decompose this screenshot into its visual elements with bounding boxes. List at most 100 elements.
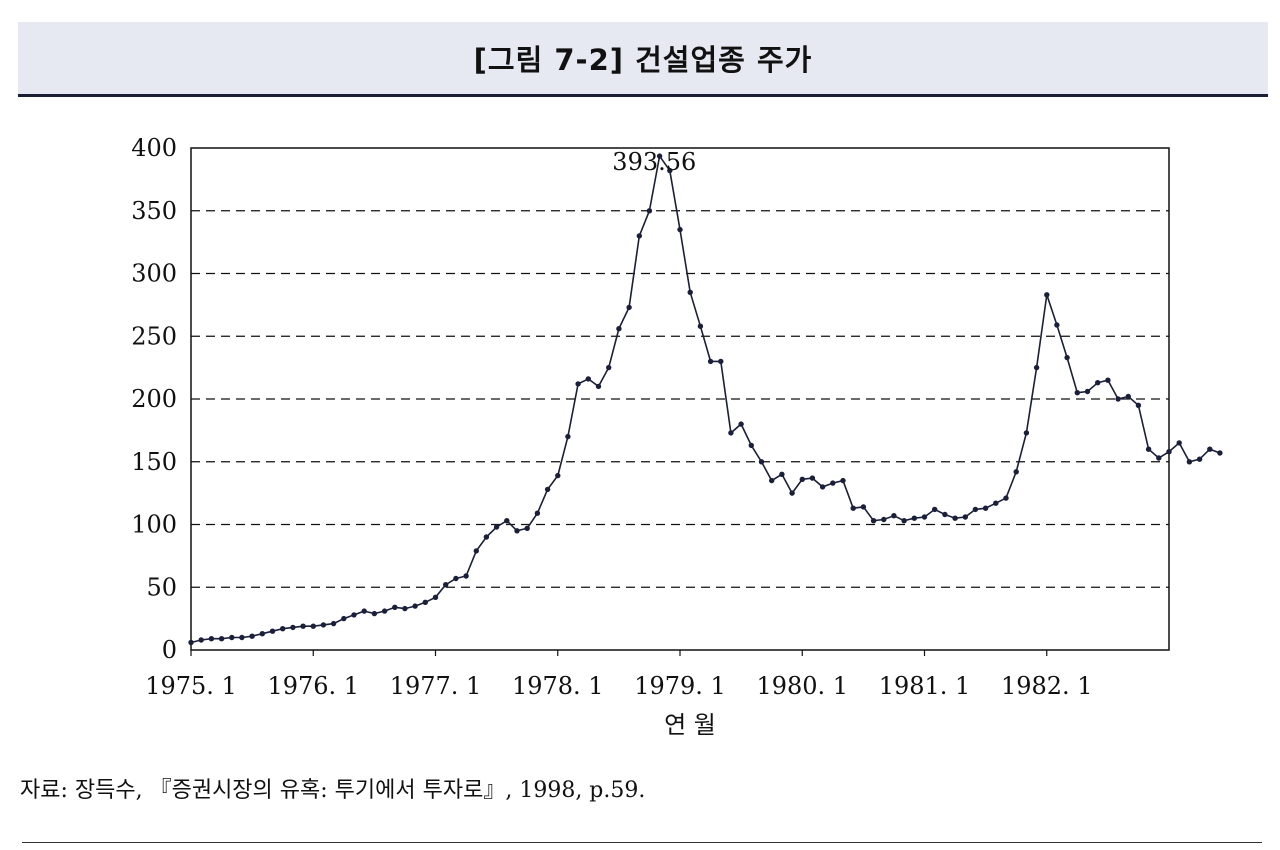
data-point xyxy=(473,548,479,554)
data-point xyxy=(1105,377,1111,383)
data-point xyxy=(595,383,602,390)
data-point xyxy=(850,505,856,511)
data-point xyxy=(1186,459,1193,465)
data-point xyxy=(779,471,785,477)
data-point xyxy=(1074,390,1081,396)
x-axis: 1975. 1 1976. 1 1977. 1 1978. 1 1979. 1 1980.… xyxy=(145,650,1093,700)
data-point xyxy=(544,486,551,493)
data-point xyxy=(188,639,194,646)
data-point xyxy=(371,610,378,617)
data-point xyxy=(799,476,805,482)
data-point xyxy=(555,472,561,479)
x-tick-label: 1977. 1 xyxy=(390,672,482,700)
data-point xyxy=(901,518,907,524)
title-banner: [그림 7-2] 건설업종 주가 xyxy=(18,22,1268,97)
y-tick-label: 200 xyxy=(131,385,177,413)
x-tick-label: 1979. 1 xyxy=(634,672,726,700)
x-axis-label: 연 월 xyxy=(664,711,716,739)
data-point xyxy=(993,500,999,506)
data-point xyxy=(1095,380,1101,386)
data-point xyxy=(514,528,520,534)
data-point xyxy=(351,612,357,618)
data-point xyxy=(626,304,632,311)
data-point xyxy=(310,623,316,629)
data-point xyxy=(1125,393,1132,400)
data-point xyxy=(667,167,673,174)
data-point xyxy=(259,631,265,637)
data-point xyxy=(443,582,449,588)
data-point xyxy=(1044,292,1050,298)
data-point xyxy=(942,511,948,518)
data-point xyxy=(1115,396,1121,402)
data-point xyxy=(524,525,530,531)
data-point xyxy=(453,575,459,582)
data-point xyxy=(738,421,744,427)
data-point xyxy=(809,475,816,481)
data-point xyxy=(198,637,204,643)
data-point xyxy=(881,516,887,523)
data-point xyxy=(962,514,968,520)
data-point xyxy=(870,518,877,524)
data-point xyxy=(1054,322,1060,328)
data-point xyxy=(697,323,704,329)
data-point xyxy=(290,624,296,631)
data-point xyxy=(1003,495,1009,501)
data-point xyxy=(636,233,642,239)
data-point xyxy=(718,358,724,365)
data-point xyxy=(493,524,500,530)
series-points xyxy=(188,153,1223,646)
data-point xyxy=(646,208,653,214)
data-point xyxy=(1064,354,1070,361)
data-point xyxy=(1033,364,1040,371)
data-point xyxy=(432,594,439,600)
data-point xyxy=(320,622,327,628)
y-tick-label: 350 xyxy=(131,197,177,225)
y-tick-label: 300 xyxy=(131,260,177,288)
data-point xyxy=(1013,469,1019,475)
data-point xyxy=(728,430,734,436)
data-point xyxy=(381,608,388,614)
source-note: 자료: 장득수, 『증권시장의 유혹: 투기에서 투자로』, 1998, p.5… xyxy=(20,778,646,803)
gridlines xyxy=(191,210,1169,588)
data-point xyxy=(483,534,490,540)
data-point xyxy=(819,484,826,490)
data-point xyxy=(239,634,245,641)
data-point xyxy=(707,358,714,365)
y-tick-label: 400 xyxy=(131,134,177,162)
data-point xyxy=(575,381,581,387)
bottom-divider xyxy=(22,842,1262,843)
y-tick-label: 0 xyxy=(162,636,177,664)
data-point xyxy=(758,459,765,465)
data-point xyxy=(218,636,225,642)
data-point xyxy=(229,634,235,641)
data-point xyxy=(982,505,989,511)
data-point xyxy=(1084,388,1091,395)
data-point xyxy=(1196,456,1203,462)
data-point xyxy=(361,608,367,614)
data-point xyxy=(891,513,897,519)
data-point xyxy=(1166,449,1172,455)
data-point xyxy=(911,515,917,521)
y-tick-label: 50 xyxy=(146,573,177,601)
data-point xyxy=(860,504,867,510)
peak-annotation: 393.56 xyxy=(612,148,696,176)
data-point xyxy=(280,626,286,632)
x-tick-label: 1981. 1 xyxy=(879,672,971,700)
data-point xyxy=(972,506,979,513)
y-axis: 0 50 100 150 200 250 300 350 400 xyxy=(131,134,177,664)
data-point xyxy=(463,573,469,579)
data-point xyxy=(789,490,795,496)
data-point xyxy=(422,599,428,605)
data-point xyxy=(1023,430,1030,436)
x-tick-label: 1978. 1 xyxy=(512,672,604,700)
data-point xyxy=(1156,455,1162,461)
data-point xyxy=(656,153,663,159)
data-point xyxy=(412,603,418,609)
figure-title: [그림 7-2] 건설업종 주가 xyxy=(473,43,813,77)
x-tick-label: 1980. 1 xyxy=(756,672,848,700)
data-point xyxy=(392,604,398,610)
data-point xyxy=(769,477,775,484)
data-point xyxy=(952,515,958,521)
data-point xyxy=(330,620,337,627)
